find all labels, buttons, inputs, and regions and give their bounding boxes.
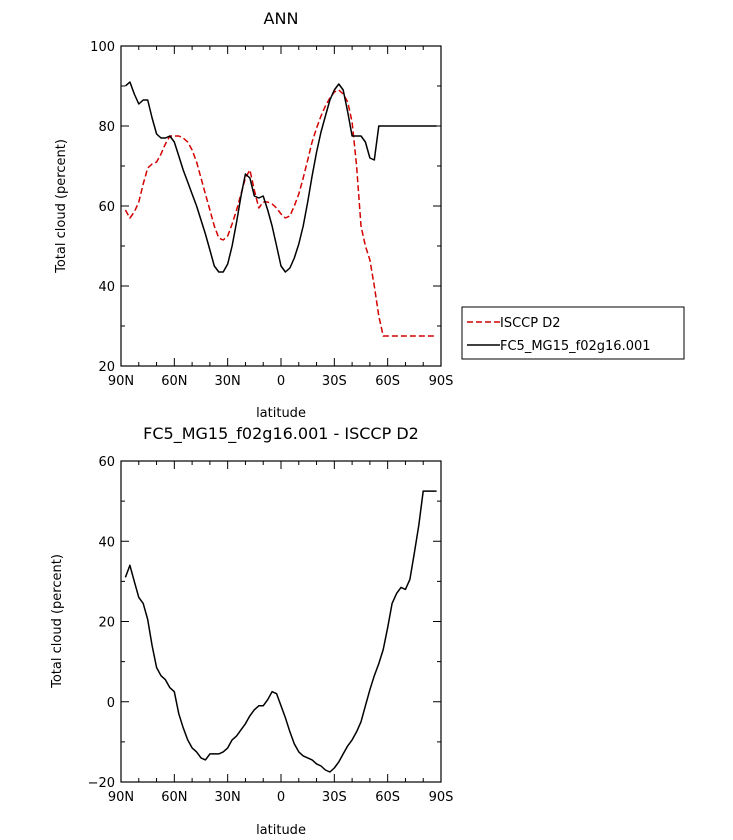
y-tick-label: 40	[98, 280, 115, 295]
x-tick-label: 90N	[108, 790, 134, 805]
y-tick-label: 40	[98, 535, 115, 550]
x-tick-label: 30S	[322, 790, 347, 805]
x-tick-label: 30S	[322, 374, 347, 389]
x-axis-label: latitude	[256, 406, 306, 421]
x-tick-label: 60S	[375, 374, 400, 389]
top-panel: ANN 90N 60N 30N 0 30S 60S 90S 20 40 60 80 100 Total…	[54, 9, 685, 421]
series-line-0	[124, 89, 437, 337]
x-tick-label: 0	[277, 790, 285, 805]
series-group	[124, 81, 437, 337]
legend: ISCCP D2 FC5_MG15_f02g16.001	[461, 306, 685, 360]
y-tick-label: 80	[98, 120, 115, 135]
tick-group: 90N 60N 30N 0 30S 60S 90S 20 40 60 80 100	[90, 40, 453, 389]
x-tick-label: 90N	[108, 374, 134, 389]
plot-frame	[120, 45, 442, 367]
series-group	[124, 490, 437, 773]
x-tick-label: 30N	[215, 790, 241, 805]
legend-label-isccp: ISCCP D2	[500, 316, 561, 331]
series-line-0	[124, 490, 437, 773]
plot-frame	[120, 460, 442, 783]
y-tick-label: 20	[98, 360, 115, 375]
y-axis-label: Total cloud (percent)	[54, 139, 69, 274]
x-tick-label: 30N	[215, 374, 241, 389]
x-tick-label: 60N	[161, 790, 187, 805]
tick-group: 90N 60N 30N 0 30S 60S 90S −20 0 20 40 60	[88, 455, 454, 805]
x-tick-label: 60S	[375, 790, 400, 805]
x-tick-label: 0	[277, 374, 285, 389]
y-tick-label: 20	[98, 616, 115, 631]
bottom-panel: FC5_MG15_f02g16.001 - ISCCP D2 90N 60N 30N…	[50, 424, 453, 838]
y-tick-label: 60	[98, 455, 115, 470]
y-tick-label: 0	[107, 696, 115, 711]
legend-label-model: FC5_MG15_f02g16.001	[500, 339, 651, 354]
y-tick-label: −20	[88, 776, 115, 791]
chart-title: ANN	[264, 9, 299, 28]
y-tick-label: 60	[98, 200, 115, 215]
legend-box	[461, 306, 685, 360]
y-tick-label: 100	[90, 40, 115, 55]
x-axis-label: latitude	[256, 823, 306, 838]
x-tick-label: 90S	[429, 790, 454, 805]
series-line-1	[124, 81, 437, 273]
x-tick-label: 90S	[429, 374, 454, 389]
chart-title: FC5_MG15_f02g16.001 - ISCCP D2	[143, 424, 419, 444]
y-axis-label: Total cloud (percent)	[50, 554, 65, 689]
x-tick-label: 60N	[161, 374, 187, 389]
